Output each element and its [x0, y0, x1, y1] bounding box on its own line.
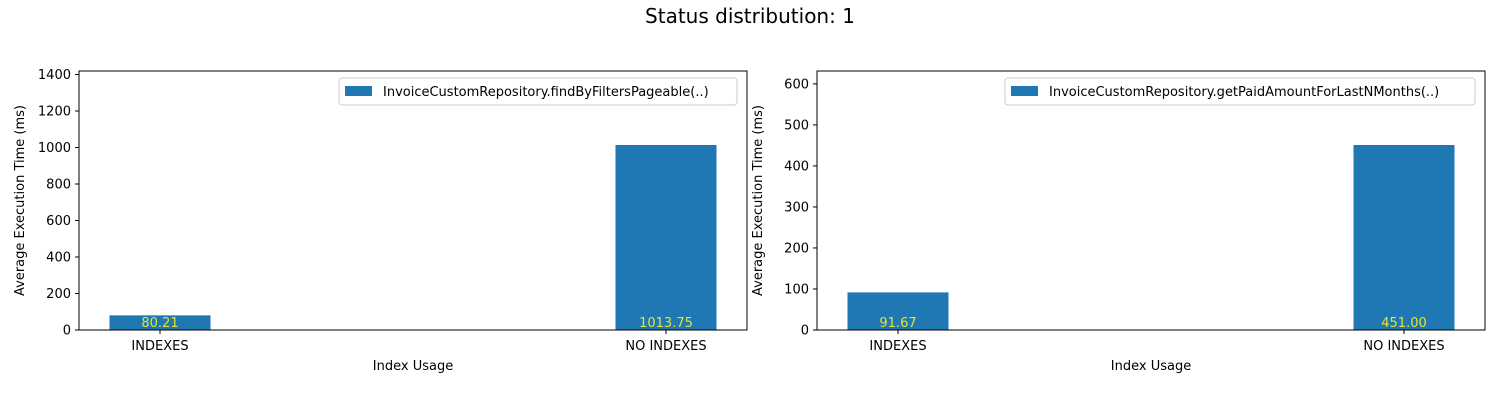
- bar-indexes: [847, 292, 949, 330]
- axes-frame: [816, 70, 1486, 331]
- legend-swatch: [1011, 86, 1038, 96]
- y-tick-label: 300: [784, 200, 809, 215]
- y-tick-label: 800: [46, 178, 71, 193]
- y-tick-label: 600: [46, 214, 71, 229]
- y-tick-label: 1200: [38, 105, 71, 120]
- bar-indexes: [109, 315, 211, 330]
- y-tick-label: 100: [784, 282, 809, 297]
- figure-title: Status distribution: 1: [645, 4, 855, 28]
- x-tick-label: INDEXES: [869, 339, 926, 354]
- x-tick-label: NO INDEXES: [1363, 339, 1444, 354]
- y-tick-label: 200: [46, 287, 71, 302]
- y-tick-label: 0: [801, 324, 809, 339]
- chart-left: 80.21 1013.75 0 200 400 600 800 1000 1200 1400 IND…: [13, 68, 748, 374]
- y-axis-label: Average Execution Time (ms): [751, 105, 766, 296]
- legend: InvoiceCustomRepository.findByFiltersPag…: [338, 77, 738, 106]
- x-tick-label: NO INDEXES: [625, 339, 706, 354]
- y-tick-label: 0: [63, 324, 71, 339]
- legend-label: InvoiceCustomRepository.getPaidAmountFor…: [1049, 85, 1439, 100]
- axes-frame: [78, 70, 748, 331]
- data-label: 1013.75: [639, 316, 693, 331]
- data-label: 91.67: [879, 316, 916, 331]
- y-tick-label: 400: [46, 251, 71, 266]
- x-axis-label: Index Usage: [1111, 359, 1191, 374]
- x-axis-label: Index Usage: [373, 359, 453, 374]
- legend-label: InvoiceCustomRepository.findByFiltersPag…: [383, 85, 709, 100]
- legend-box: [1004, 77, 1476, 106]
- x-tick-label: INDEXES: [131, 339, 188, 354]
- y-tick-label: 400: [784, 159, 809, 174]
- y-tick-label: 1400: [38, 68, 71, 83]
- y-tick-label: 600: [784, 77, 809, 92]
- bar-no-indexes: [615, 145, 717, 330]
- legend-box: [338, 77, 738, 106]
- data-label: 451.00: [1381, 316, 1427, 331]
- y-tick-label: 500: [784, 118, 809, 133]
- legend-swatch: [345, 86, 372, 96]
- y-tick-label: 1000: [38, 141, 71, 156]
- chart-right: 91.67 451.00 0 100 200 300 400 500 600 INDEXES NO …: [751, 70, 1486, 374]
- bar-no-indexes: [1353, 145, 1455, 330]
- legend: InvoiceCustomRepository.getPaidAmountFor…: [1004, 77, 1476, 106]
- y-tick-label: 200: [784, 241, 809, 256]
- data-label: 80.21: [141, 316, 178, 331]
- y-axis-label: Average Execution Time (ms): [13, 105, 28, 296]
